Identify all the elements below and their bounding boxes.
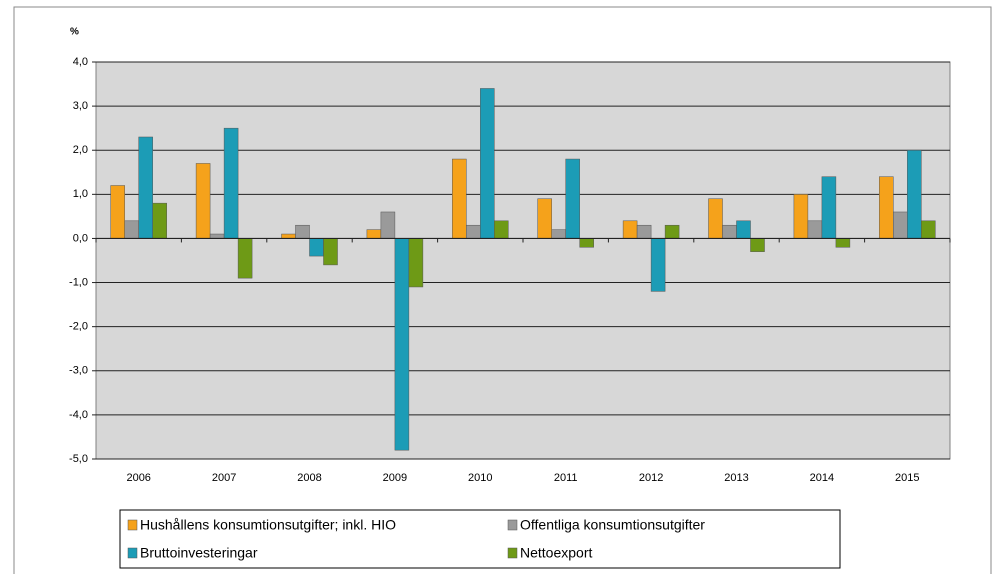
bar <box>480 88 495 239</box>
legend-swatch <box>507 519 518 531</box>
bar <box>138 136 153 239</box>
bar <box>579 238 594 248</box>
legend <box>119 509 841 569</box>
bar <box>394 238 410 451</box>
y-axis-label: % <box>70 27 79 38</box>
legend-label: Nettoexport <box>520 545 592 561</box>
y-tick-label: -2,0 <box>69 321 88 333</box>
bar <box>309 238 324 257</box>
bar <box>195 163 211 239</box>
legend-label: Hushållens konsumtionsutgifter; inkl. HI… <box>140 517 396 533</box>
bar <box>281 233 296 239</box>
x-tick-label: 2012 <box>639 472 663 484</box>
bar <box>664 224 680 239</box>
bar <box>835 238 851 248</box>
bar <box>295 224 310 239</box>
bar <box>124 220 139 239</box>
bar <box>110 185 125 239</box>
x-tick-label: 2008 <box>297 472 321 484</box>
bar <box>380 211 396 239</box>
legend-swatch <box>507 547 518 559</box>
bar <box>750 238 765 252</box>
bar <box>494 220 509 239</box>
legend-label: Offentliga konsumtionsutgifter <box>520 517 705 533</box>
bar <box>408 238 424 288</box>
bar <box>821 176 837 239</box>
bar <box>879 176 894 239</box>
x-tick-label: 2015 <box>895 472 919 484</box>
bar <box>793 194 809 239</box>
y-tick-label: 2,0 <box>73 144 88 156</box>
bar <box>537 198 552 239</box>
bar <box>622 220 638 239</box>
y-tick-label: -5,0 <box>69 453 88 465</box>
y-tick-label: -4,0 <box>69 409 88 421</box>
y-tick-label: 1,0 <box>73 188 88 200</box>
bar <box>551 229 566 239</box>
bar <box>736 220 751 239</box>
x-tick-label: 2011 <box>554 472 578 484</box>
x-tick-label: 2009 <box>383 472 407 484</box>
bar <box>152 202 167 239</box>
y-tick-label: -3,0 <box>69 365 88 377</box>
bar <box>722 224 737 239</box>
legend-label: Bruttoinvesteringar <box>140 545 258 561</box>
bar <box>907 149 922 239</box>
legend-swatch <box>127 547 138 559</box>
bar <box>636 224 652 239</box>
x-tick-label: 2006 <box>126 472 150 484</box>
bar <box>223 127 239 239</box>
legend-swatch <box>127 519 138 531</box>
plot-area <box>95 61 951 460</box>
bar <box>323 238 338 266</box>
bar <box>807 220 823 239</box>
y-tick-label: -1,0 <box>69 276 88 288</box>
bar <box>237 238 253 279</box>
bar <box>565 158 580 239</box>
y-tick-label: 3,0 <box>73 100 88 112</box>
y-tick-label: 0,0 <box>73 232 88 244</box>
y-tick-label: 4,0 <box>73 56 88 68</box>
bar <box>708 198 723 239</box>
bar <box>366 229 382 239</box>
bar <box>466 224 481 239</box>
bar <box>452 158 467 239</box>
x-tick-label: 2010 <box>468 472 492 484</box>
bar <box>209 233 225 239</box>
bar <box>921 220 936 239</box>
x-tick-label: 2013 <box>724 472 748 484</box>
bar <box>650 238 666 292</box>
x-tick-label: 2007 <box>212 472 236 484</box>
x-tick-label: 2014 <box>810 472 834 484</box>
bar <box>893 211 908 239</box>
